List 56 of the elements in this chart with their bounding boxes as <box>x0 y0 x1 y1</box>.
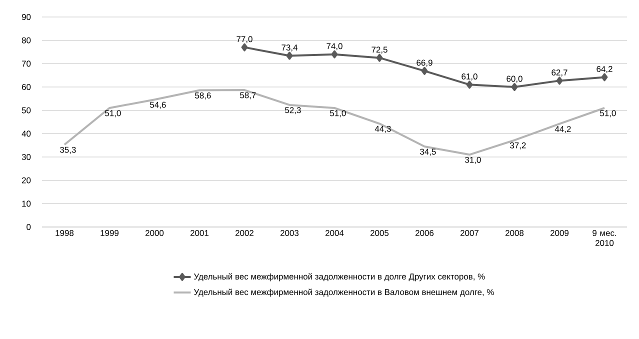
legend-label: Удельный вес межфирменной задолженности в долге Других секторов, % <box>194 273 485 282</box>
x-tick-label: 2002 <box>236 230 254 236</box>
point <box>421 66 428 75</box>
data-label: 37,2 <box>510 142 526 150</box>
point <box>466 80 473 89</box>
y-tick-label: 50 <box>22 107 31 114</box>
y-tick-label: 30 <box>22 154 31 160</box>
x-tick-label: 1999 <box>100 230 119 236</box>
y-tick-label: 10 <box>22 200 31 207</box>
data-label: 61,0 <box>462 73 478 80</box>
y-tick-label: 70 <box>22 60 31 67</box>
y-tick-label: 90 <box>22 14 31 20</box>
y-tick-label: 60 <box>22 84 31 90</box>
x-tick-label: 2007 <box>460 230 478 236</box>
x-tick-label: 2004 <box>326 230 344 236</box>
data-label: 74,0 <box>326 43 342 50</box>
y-tick-label: 20 <box>22 177 31 184</box>
y-tick-label: 80 <box>22 37 31 44</box>
legend-label: Удельный вес межфирменной задолженности в Валовом внешнем долге, % <box>194 288 494 297</box>
x-tick-label: 2008 <box>506 230 524 236</box>
point <box>601 73 608 82</box>
data-label: 73,4 <box>282 44 298 52</box>
data-label: 31,0 <box>465 156 481 164</box>
data-label: 35,3 <box>60 146 76 154</box>
x-tick-label: 2009 <box>550 230 569 236</box>
data-label: 44,2 <box>554 126 571 134</box>
data-label: 51,0 <box>105 110 121 118</box>
data-label: 34,5 <box>420 148 436 156</box>
data-label: 58,6 <box>195 92 211 100</box>
data-label: 77,0 <box>236 36 252 44</box>
data-label: 52,3 <box>285 107 301 114</box>
data-label: 60,0 <box>506 76 522 83</box>
data-label: 58,7 <box>240 92 256 100</box>
data-label: 44,3 <box>374 126 391 133</box>
data-label: 64,2 <box>596 66 612 73</box>
y-tick-label: 0 <box>26 224 31 230</box>
x-tick-label: 2003 <box>280 230 299 236</box>
data-label: 54,6 <box>150 102 166 109</box>
x-tick-label: 2000 <box>146 230 164 236</box>
data-label: 62,7 <box>552 70 568 76</box>
point <box>511 83 518 91</box>
data-label: 51,0 <box>600 110 616 118</box>
point <box>556 76 563 85</box>
data-label: 72,5 <box>372 46 388 54</box>
x-tick-label: 2001 <box>190 230 209 236</box>
y-tick-label: 40 <box>22 130 31 137</box>
x-tick-label: 2005 <box>370 230 389 236</box>
x-tick-label: 2006 <box>416 230 434 236</box>
point <box>376 54 383 62</box>
point <box>241 43 248 52</box>
data-label: 51,0 <box>330 110 346 118</box>
x-tick-label: 9 мес. 2010 <box>592 230 616 246</box>
point <box>331 50 338 58</box>
data-label: 66,9 <box>416 60 432 67</box>
x-tick-label: 1998 <box>56 230 74 236</box>
point <box>286 52 293 60</box>
